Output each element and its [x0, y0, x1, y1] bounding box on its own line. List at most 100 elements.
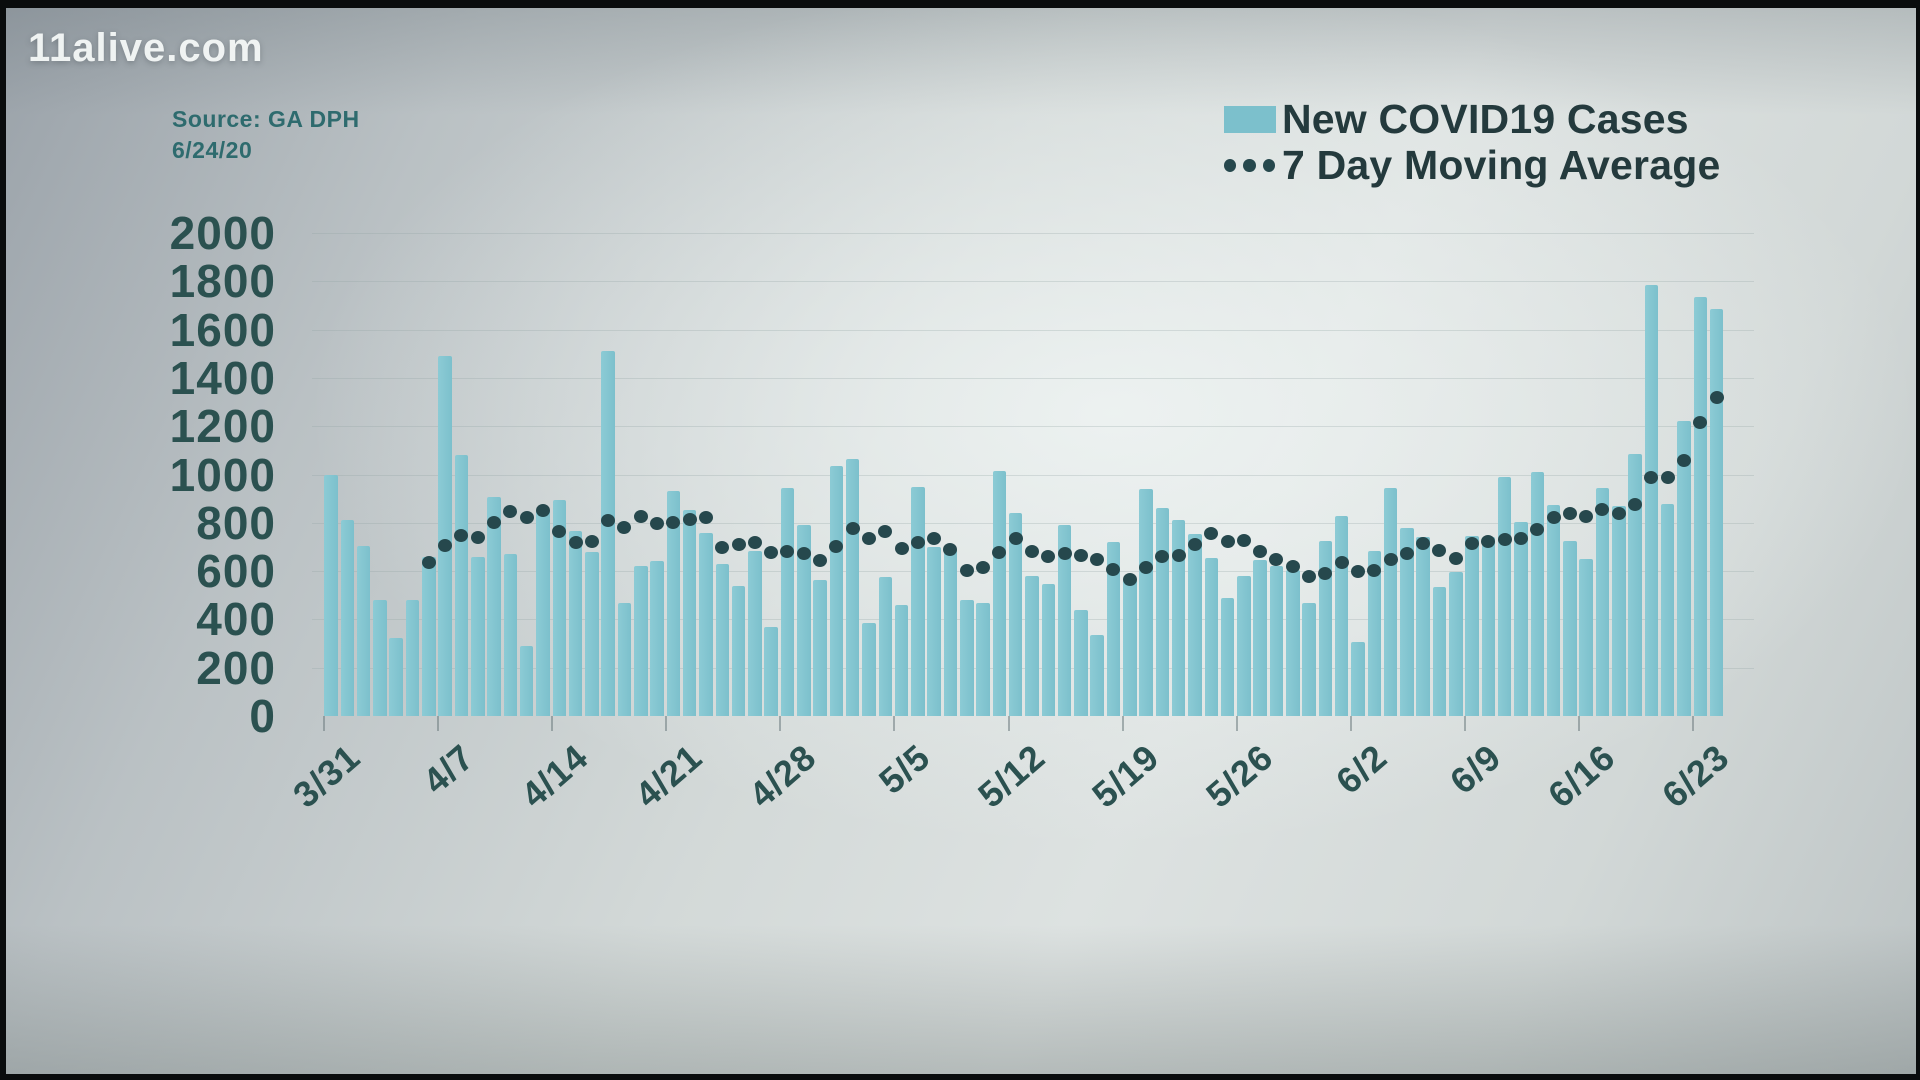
moving-average-dot	[650, 517, 664, 530]
moving-average-dot	[1106, 563, 1121, 577]
moving-average-dot	[715, 540, 730, 554]
moving-average-dot	[1367, 563, 1382, 577]
moving-average-dot	[813, 554, 827, 567]
daily-cases-bar	[519, 646, 534, 716]
gridline	[312, 474, 1754, 476]
moving-average-dot	[1236, 534, 1251, 548]
daily-cases-bar	[1465, 536, 1479, 716]
moving-average-dot	[1562, 506, 1577, 520]
gridline	[312, 377, 1754, 379]
daily-cases-bar	[1563, 540, 1577, 716]
moving-average-dot	[1628, 497, 1642, 511]
y-axis-tick-label: 0	[249, 690, 276, 742]
daily-cases-bar	[1286, 569, 1300, 716]
source-date: 6/24/20	[172, 137, 253, 163]
moving-average-dot	[666, 515, 681, 529]
moving-average-dot	[617, 520, 632, 534]
x-axis-tick	[322, 716, 325, 731]
gridline	[312, 281, 1754, 283]
y-axis-tick-label: 200	[196, 641, 276, 694]
moving-average-dot	[1269, 552, 1284, 566]
daily-cases-bar	[1204, 557, 1218, 716]
daily-cases-bar	[1367, 550, 1381, 716]
daily-cases-bar	[1106, 542, 1121, 716]
moving-average-dot	[861, 532, 876, 546]
daily-cases-bar	[1334, 515, 1349, 716]
covid-cases-bar-chart: 0 200 400 600 800 1000 1200 1400 1600 1800 2000 3/3…	[6, 8, 1916, 1074]
moving-average-dot	[1432, 543, 1447, 557]
daily-cases-bar	[1595, 487, 1610, 716]
daily-cases-bar	[617, 602, 632, 716]
daily-cases-bar	[878, 577, 892, 716]
daily-cases-bar	[454, 455, 469, 716]
moving-average-dot	[633, 509, 648, 523]
daily-cases-bar	[1644, 284, 1658, 716]
daily-cases-bar	[601, 351, 615, 716]
moving-average-dot	[943, 543, 958, 557]
daily-cases-bar	[780, 487, 795, 716]
moving-average-dot	[1530, 523, 1545, 537]
moving-average-dot	[1465, 536, 1479, 550]
daily-cases-bar	[682, 509, 697, 716]
moving-average-dot	[1139, 560, 1153, 574]
moving-average-dot	[1220, 534, 1235, 548]
gridline	[312, 329, 1754, 331]
daily-cases-bar	[634, 566, 648, 716]
x-axis-tick	[1578, 716, 1580, 731]
moving-average-dot	[894, 541, 909, 555]
y-axis-tick-label: 400	[196, 593, 276, 646]
x-axis-tick	[1692, 716, 1694, 731]
moving-average-dot	[927, 531, 942, 545]
daily-cases-bar	[503, 554, 518, 716]
daily-cases-bar	[1628, 454, 1642, 716]
moving-average-dot	[1676, 453, 1691, 467]
daily-cases-bar	[1269, 566, 1284, 716]
gridline	[312, 426, 1754, 428]
moving-average-dot	[1513, 532, 1528, 546]
gridline	[312, 571, 1754, 573]
daily-cases-bar	[911, 486, 925, 716]
moving-average-dot	[487, 516, 501, 530]
x-axis-tick	[893, 716, 896, 731]
moving-average-dot	[1416, 537, 1431, 551]
daily-cases-bar	[1253, 560, 1267, 716]
daily-cases-bar	[829, 466, 843, 716]
daily-cases-bar	[1008, 513, 1023, 716]
moving-average-dot	[1350, 565, 1365, 579]
moving-average-dot	[1122, 572, 1137, 586]
moving-average-dot	[1693, 416, 1708, 430]
moving-average-dot	[992, 545, 1007, 559]
x-axis-tick	[1007, 716, 1010, 731]
y-axis-tick-label: 1400	[169, 351, 276, 404]
daily-cases-bar	[340, 520, 355, 716]
moving-average-dot	[845, 521, 860, 535]
moving-average-dot	[1595, 503, 1610, 516]
daily-cases-bar	[438, 356, 452, 716]
moving-average-dot	[1546, 511, 1561, 525]
moving-average-dot	[1024, 545, 1039, 558]
moving-average-dot	[1073, 548, 1088, 562]
daily-cases-bar	[585, 551, 599, 716]
moving-average-dot	[454, 529, 469, 543]
daily-cases-bar	[1237, 575, 1251, 716]
daily-cases-bar	[356, 545, 371, 716]
moving-average-dot	[1204, 526, 1219, 540]
legend-cases-row: New COVID19 Cases	[1224, 96, 1720, 142]
daily-cases-bar	[1383, 487, 1398, 716]
daily-cases-bar	[1188, 533, 1202, 716]
x-axis-tick	[551, 716, 554, 731]
station-logo: 11alive.com	[28, 26, 264, 70]
daily-cases-bar	[845, 458, 860, 716]
moving-average-dot	[976, 560, 990, 574]
moving-average-dot	[1318, 567, 1333, 581]
daily-cases-bar	[1074, 609, 1088, 716]
daily-cases-bar	[422, 556, 436, 716]
moving-average-dot	[1579, 510, 1594, 523]
moving-average-dot	[764, 545, 779, 559]
daily-cases-bar	[1090, 635, 1104, 716]
moving-average-dot	[1448, 551, 1463, 565]
daily-cases-bar	[1530, 472, 1544, 716]
moving-average-dot	[519, 511, 534, 524]
y-axis-tick-label: 1000	[169, 448, 276, 501]
